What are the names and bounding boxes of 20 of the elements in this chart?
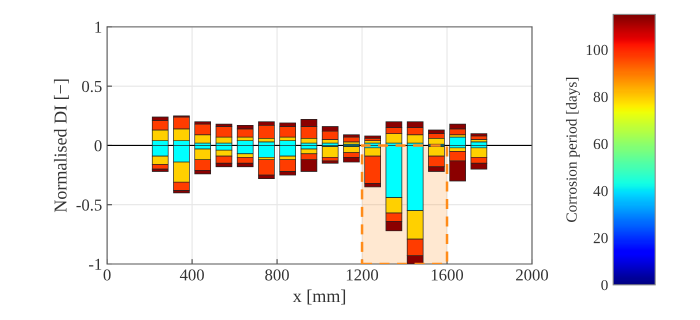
x-tick-label: 1200: [346, 269, 378, 281]
y-tick-label: -1: [88, 258, 102, 270]
color-bar-label: 80: [594, 92, 608, 102]
color-bar-title: Corrosion period [days]: [566, 78, 580, 222]
y-tick-label: 1: [95, 22, 102, 33]
x-tick-label: 2000: [516, 269, 548, 281]
x-tick-label: 1600: [432, 269, 464, 281]
x-tick-label: 0: [104, 269, 111, 281]
y-tick-label: 0: [94, 140, 102, 152]
x-axis-title: x [mm]: [292, 290, 346, 304]
y-tick-label: 0.5: [82, 80, 102, 92]
color-bar-label: 40: [593, 186, 608, 196]
x-tick-label: 800: [265, 269, 289, 281]
y-axis-title: Normalised DI [−]: [54, 80, 69, 212]
y-tick-label: -0.5: [76, 199, 102, 211]
color-bar-label: 0: [601, 280, 608, 290]
color-bar-label: 100: [586, 44, 608, 56]
x-tick-label: 400: [180, 269, 204, 281]
color-bar-label: 20: [594, 232, 608, 244]
color-bar-label: 60: [594, 138, 608, 150]
